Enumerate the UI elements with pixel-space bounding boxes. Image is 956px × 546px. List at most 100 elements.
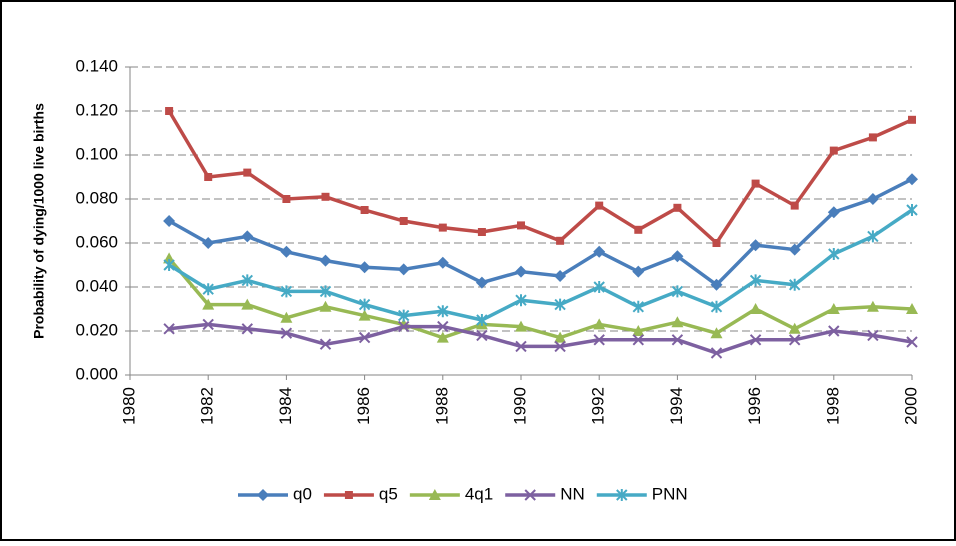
marker — [749, 303, 762, 314]
marker — [671, 334, 684, 346]
series-line — [168, 322, 913, 355]
marker — [515, 320, 527, 332]
marker — [202, 283, 214, 296]
marker — [593, 245, 606, 258]
marker — [428, 489, 441, 500]
marker — [906, 173, 918, 186]
marker — [476, 314, 488, 326]
marker — [437, 305, 449, 318]
marker — [241, 298, 254, 310]
marker — [906, 303, 918, 314]
legend-label: 4q1 — [465, 484, 493, 503]
marker — [319, 300, 332, 312]
marker — [282, 195, 291, 203]
marker — [280, 311, 293, 323]
marker — [908, 115, 916, 124]
marker — [673, 203, 682, 212]
marker — [827, 206, 840, 219]
marker — [397, 263, 410, 276]
marker — [593, 334, 605, 346]
y-tick-label: 0.100 — [75, 144, 118, 163]
marker — [710, 347, 723, 359]
legend-label: q0 — [293, 484, 312, 503]
y-tick-label: 0.140 — [75, 56, 118, 75]
marker — [749, 274, 762, 287]
y-tick-label: 0.000 — [75, 364, 118, 383]
marker — [436, 256, 449, 269]
marker — [319, 254, 332, 267]
marker — [788, 322, 801, 334]
marker — [751, 179, 760, 188]
x-tick-label: 1998 — [823, 387, 842, 425]
marker — [241, 323, 254, 335]
marker — [632, 300, 645, 313]
marker — [163, 323, 175, 335]
x-tick-label: 1994 — [667, 387, 686, 425]
marker — [906, 204, 918, 216]
legend-label: q5 — [379, 484, 398, 503]
marker — [632, 325, 645, 336]
marker — [163, 259, 175, 271]
x-tick-label: 1992 — [589, 387, 608, 425]
marker — [202, 298, 215, 310]
marker — [397, 309, 410, 322]
marker — [867, 230, 879, 243]
marker — [867, 329, 879, 342]
marker — [866, 300, 879, 312]
marker — [554, 270, 567, 282]
marker — [749, 334, 762, 346]
marker — [438, 223, 447, 232]
marker — [749, 239, 762, 252]
marker — [202, 237, 215, 249]
marker — [671, 250, 684, 263]
y-tick-label: 0.020 — [75, 320, 118, 339]
marker — [554, 298, 566, 311]
marker — [790, 201, 799, 210]
marker — [524, 489, 536, 501]
marker — [593, 318, 606, 330]
y-tick-label: 0.080 — [75, 188, 118, 207]
marker — [710, 327, 723, 339]
marker — [241, 274, 254, 287]
marker — [634, 225, 643, 234]
marker — [280, 245, 293, 258]
x-tick-label: 1980 — [119, 387, 138, 425]
legend-label: PNN — [652, 484, 688, 503]
marker — [477, 228, 486, 236]
series-line — [168, 208, 913, 322]
marker — [827, 303, 840, 314]
x-tick-label: 2000 — [901, 387, 920, 425]
y-tick-label: 0.060 — [75, 232, 118, 251]
marker — [788, 278, 801, 291]
marker — [437, 320, 449, 333]
x-tick-label: 1990 — [510, 387, 529, 425]
x-tick-label: 1988 — [432, 387, 451, 425]
marker — [475, 276, 488, 289]
marker — [556, 236, 565, 245]
marker — [671, 316, 684, 328]
x-tick-label: 1986 — [354, 387, 373, 425]
x-tick-label: 1984 — [276, 387, 295, 425]
marker — [616, 489, 628, 501]
marker — [671, 285, 684, 298]
marker — [280, 285, 293, 298]
marker — [868, 133, 877, 142]
marker — [710, 300, 723, 313]
marker — [319, 285, 332, 298]
marker — [358, 331, 371, 344]
marker — [788, 243, 801, 256]
marker — [399, 217, 408, 225]
marker — [515, 265, 527, 278]
x-tick-label: 1982 — [198, 387, 217, 425]
marker — [828, 248, 840, 260]
marker — [788, 334, 801, 346]
series-line — [167, 110, 913, 246]
marker — [321, 192, 330, 201]
marker — [595, 201, 604, 210]
marker — [358, 261, 371, 274]
marker — [866, 193, 879, 205]
marker — [344, 491, 353, 499]
marker — [829, 146, 838, 155]
marker — [710, 278, 723, 291]
